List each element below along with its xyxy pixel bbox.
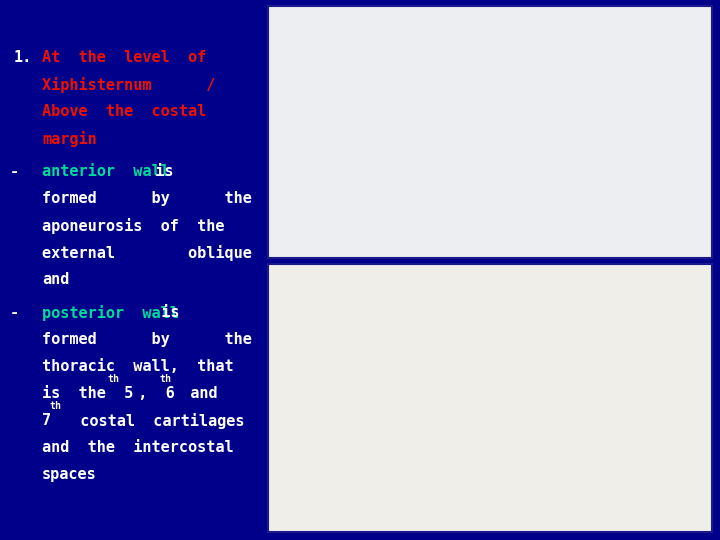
Text: 7: 7 (42, 413, 51, 428)
Text: and: and (42, 272, 69, 287)
Text: external        oblique: external oblique (42, 245, 252, 261)
Text: aponeurosis  of  the: aponeurosis of the (42, 218, 225, 234)
Text: -: - (10, 305, 19, 320)
Text: and  the  intercostal: and the intercostal (42, 440, 233, 455)
Bar (268, 264, 712, 532)
Bar (268, 6, 712, 258)
Text: is: is (137, 164, 174, 179)
Text: is: is (143, 305, 179, 320)
Text: th: th (50, 401, 62, 411)
Text: Xiphisternum      /: Xiphisternum / (42, 77, 215, 93)
Text: is  the  5: is the 5 (42, 386, 133, 401)
Text: -: - (10, 164, 19, 179)
Text: Above  the  costal: Above the costal (42, 104, 206, 119)
Text: spaces: spaces (42, 467, 96, 482)
Text: 1.: 1. (14, 50, 32, 65)
Text: At  the  level  of: At the level of (42, 50, 206, 65)
Text: ,  6: , 6 (120, 386, 175, 401)
Text: th: th (108, 374, 120, 384)
Text: th: th (160, 374, 172, 384)
Bar (268, 6, 712, 258)
Text: formed      by      the: formed by the (42, 191, 252, 206)
Text: formed      by      the: formed by the (42, 332, 252, 347)
Text: posterior  wall: posterior wall (42, 305, 179, 321)
Text: margin: margin (42, 131, 96, 147)
Text: thoracic  wall,  that: thoracic wall, that (42, 359, 233, 374)
Text: costal  cartilages: costal cartilages (62, 413, 245, 429)
Text: and: and (172, 386, 217, 401)
Text: anterior  wall: anterior wall (42, 164, 170, 179)
Bar (268, 264, 712, 532)
